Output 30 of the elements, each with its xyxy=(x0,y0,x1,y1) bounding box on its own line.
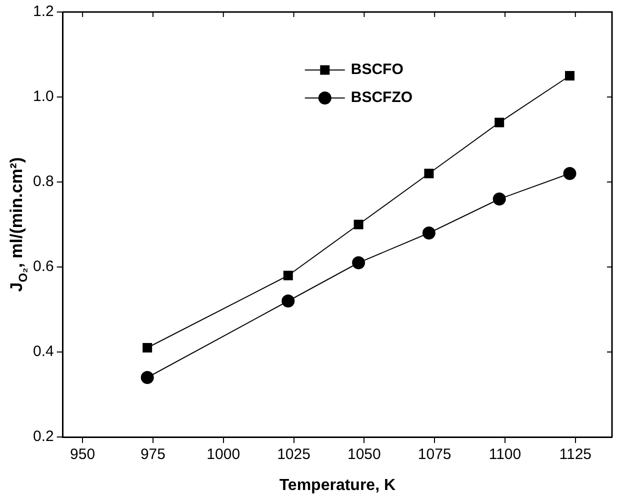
legend-label: BSCFZO xyxy=(350,89,413,106)
point xyxy=(140,371,154,384)
x-tick-label: 1050 xyxy=(347,446,381,464)
y-tick-label: 0.2 xyxy=(32,428,54,446)
y-axis-title: JO₂, ml/(min.cm²) xyxy=(7,157,30,292)
x-tick-label: 1000 xyxy=(206,446,240,464)
x-tick-label: 975 xyxy=(140,446,166,464)
point xyxy=(283,270,293,280)
point xyxy=(563,167,576,180)
point xyxy=(142,343,152,352)
point xyxy=(492,192,506,206)
x-tick-label: 1125 xyxy=(559,446,592,464)
x-tick-label: 1075 xyxy=(418,446,452,464)
point xyxy=(422,226,436,240)
x-tick-label: 1100 xyxy=(488,446,522,464)
point xyxy=(354,220,364,230)
y-tick-label: 1.2 xyxy=(32,3,54,20)
x-axis-title: Temperature, K xyxy=(279,477,396,494)
legend-label: BSCFO xyxy=(350,61,404,78)
point xyxy=(352,256,366,270)
y-tick-label: 0.4 xyxy=(32,343,54,360)
y-tick-label: 0.8 xyxy=(32,173,54,190)
y-tick-label: 1.0 xyxy=(32,88,54,106)
x-tick-label: 1025 xyxy=(277,446,310,464)
point xyxy=(565,71,574,80)
point xyxy=(282,294,295,308)
y-tick-label: 0.6 xyxy=(32,258,54,276)
point xyxy=(424,168,434,178)
x-tick-label: 950 xyxy=(70,446,96,464)
point xyxy=(494,118,504,128)
